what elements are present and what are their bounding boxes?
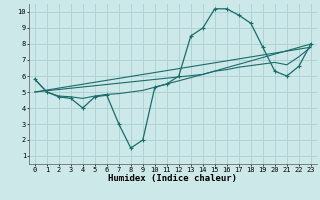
X-axis label: Humidex (Indice chaleur): Humidex (Indice chaleur): [108, 174, 237, 183]
